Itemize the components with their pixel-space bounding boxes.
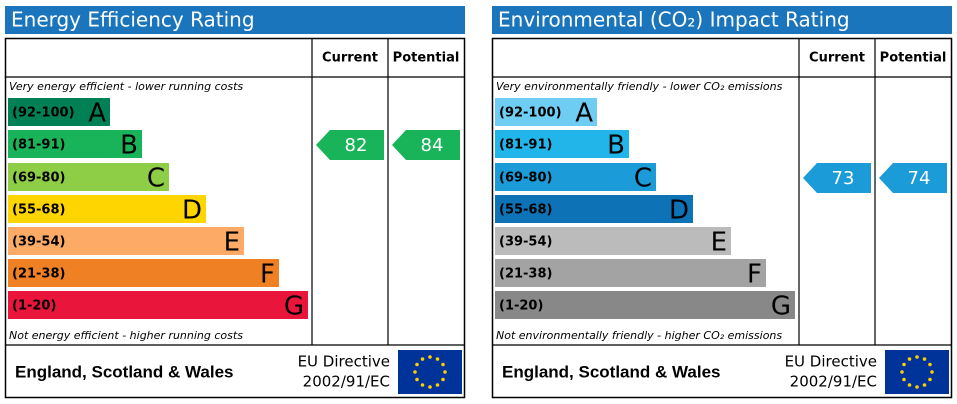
rating-band [495,130,629,158]
footer-directive: 2002/91/EC [303,373,390,391]
column-header: Potential [393,51,460,66]
rating-arrow [803,163,871,193]
flag-star [915,355,919,359]
panel-title: Environmental (CO₂) Impact Rating [498,8,850,32]
band-letter: C [147,164,165,194]
rating-value: 82 [345,135,368,156]
rating-arrow [392,130,460,160]
flag-star [902,377,906,382]
flag-star [420,357,425,361]
band-range: (1-20) [499,299,543,314]
band-letter: D [669,196,689,226]
rating-band [8,130,142,158]
footer-directive: 2002/91/EC [790,373,877,391]
panel-title: Energy Efficiency Rating [11,8,255,32]
band-range: (39-54) [499,235,552,250]
footer-directive: EU Directive [298,353,390,371]
band-range: (81-91) [12,138,65,153]
rating-band [8,227,244,255]
flag-star [900,370,904,374]
rating-band [495,227,731,255]
band-letter: G [771,292,791,322]
band-range: (92-100) [499,106,562,121]
top-note: Very environmentally friendly - lower CO… [496,80,783,93]
title-bar [492,6,952,34]
flag-star [413,370,417,374]
rating-band [495,163,656,191]
band-range: (81-91) [499,138,552,153]
band-range: (21-38) [499,267,552,282]
rating-panel: Energy Efficiency Rating Current Potential… [4,6,466,399]
band-letter: B [607,131,625,161]
rating-arrow [316,130,384,160]
rating-arrow [879,163,947,193]
panel-border [491,37,953,399]
band-letter: D [182,196,202,226]
band-letter: E [711,228,727,258]
flag-star [441,377,445,382]
title-bar [5,6,465,34]
band-range: (69-80) [12,171,65,186]
rating-band [8,98,110,126]
flag-star [443,370,447,374]
rating-panel: Environmental (CO₂) Impact Rating Current… [491,6,953,399]
flag-star [902,362,906,367]
band-range: (69-80) [499,171,552,186]
flag-star [428,385,432,389]
band-letter: E [224,228,240,258]
flag-star [415,362,419,367]
flag-star [930,370,934,374]
rating-value: 73 [832,168,855,189]
flag-star [922,357,927,361]
rating-value: 84 [421,135,444,156]
flag-star [907,357,912,361]
column-header: Current [322,51,378,66]
band-range: (1-20) [12,299,56,314]
rating-band [495,259,766,287]
bottom-note: Not energy efficient - higher running co… [9,329,243,342]
band-letter: G [284,292,304,322]
column-header: Potential [880,51,947,66]
footer-region: England, Scotland & Wales [502,362,721,381]
flag-star [928,362,932,367]
rating-band [495,195,693,223]
rating-band [8,259,279,287]
flag-star [420,383,425,387]
flag-star [907,383,912,387]
flag-star [922,383,927,387]
flag-star [435,357,440,361]
band-range: (39-54) [12,235,65,250]
flag-star [915,385,919,389]
band-letter: C [634,164,652,194]
footer-region: England, Scotland & Wales [15,362,234,381]
rating-band [8,291,308,319]
band-letter: A [575,99,593,129]
rating-band [8,163,169,191]
rating-band [495,98,597,126]
flag-star [415,377,419,382]
band-range: (21-38) [12,267,65,282]
rating-band [8,195,206,223]
band-letter: A [88,99,106,129]
bottom-note: Not environmentally friendly - higher CO… [496,329,782,342]
rating-value: 74 [908,168,931,189]
footer-directive: EU Directive [785,353,877,371]
band-range: (92-100) [12,106,75,121]
band-range: (55-68) [12,203,65,218]
band-letter: B [120,131,138,161]
flag-star [441,362,445,367]
flag-star [428,355,432,359]
flag-star [928,377,932,382]
panel-border [4,37,466,399]
column-header: Current [809,51,865,66]
rating-band [495,291,795,319]
band-range: (55-68) [499,203,552,218]
flag-star [435,383,440,387]
top-note: Very energy efficient - lower running co… [9,80,243,93]
band-letter: F [260,260,275,290]
band-letter: F [747,260,762,290]
